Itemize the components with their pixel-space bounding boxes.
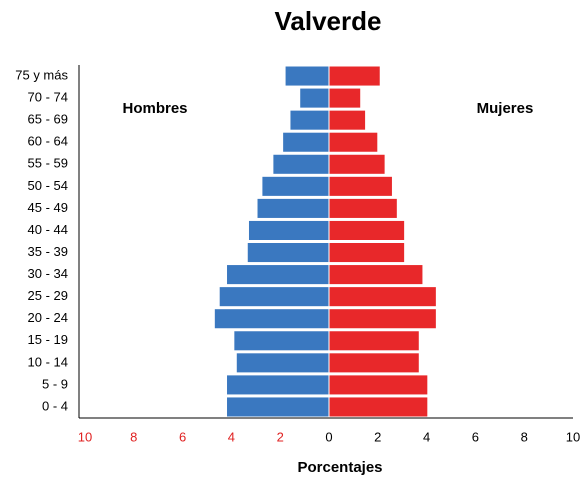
x-tick-label: 6 [179,429,186,444]
bar [328,153,386,175]
bar [226,396,330,418]
bar [226,374,330,396]
y-tick-label: 0 - 4 [42,398,68,413]
bar [226,264,330,286]
y-tick-label: 15 - 19 [28,332,68,347]
y-tick-label: 5 - 9 [42,376,68,391]
x-tick-label: 4 [228,429,235,444]
x-tick-label: 10 [78,429,92,444]
bar [328,65,381,87]
x-tick-label: 8 [521,429,528,444]
y-tick-label: 20 - 24 [28,310,68,325]
y-tick-label: 65 - 69 [28,112,68,127]
bar [246,242,330,264]
y-tick-label: 25 - 29 [28,288,68,303]
bar [261,175,330,197]
bar [328,330,420,352]
bar [328,109,367,131]
x-tick-label: 4 [423,429,430,444]
series-label: Hombres [122,100,187,117]
bar [235,352,330,374]
x-tick-label: 0 [325,429,332,444]
y-tick-label: 70 - 74 [28,90,68,105]
bar [328,197,398,219]
bar [328,396,429,418]
bar [328,175,393,197]
bar [328,374,429,396]
bar [256,197,330,219]
x-axis-label: Porcentajes [297,459,382,476]
y-tick-label: 55 - 59 [28,156,68,171]
x-tick-label: 6 [472,429,479,444]
x-tick-label: 2 [374,429,381,444]
bar [247,219,330,241]
bar [299,87,330,109]
y-tick-label: 60 - 64 [28,134,68,149]
bar [284,65,330,87]
bar [218,286,330,308]
bar [213,308,330,330]
bar [328,264,424,286]
y-tick-label: 40 - 44 [28,222,68,237]
bar [328,219,406,241]
y-tick-label: 50 - 54 [28,178,68,193]
bar [328,286,437,308]
bar [328,308,437,330]
y-tick-label: 75 y más [15,67,68,82]
x-tick-label: 8 [130,429,137,444]
chart-title: Valverde [275,6,382,36]
bar [272,153,330,175]
x-tick-label: 10 [566,429,580,444]
y-tick-label: 45 - 49 [28,200,68,215]
bar [233,330,330,352]
bar [328,242,406,264]
y-tick-label: 10 - 14 [28,354,68,369]
bar [289,109,330,131]
bar [328,352,420,374]
y-tick-label: 35 - 39 [28,244,68,259]
bar [282,131,330,153]
bar [328,87,362,109]
bar [328,131,379,153]
series-label: Mujeres [477,100,534,117]
x-tick-label: 2 [277,429,284,444]
y-tick-label: 30 - 34 [28,266,68,281]
